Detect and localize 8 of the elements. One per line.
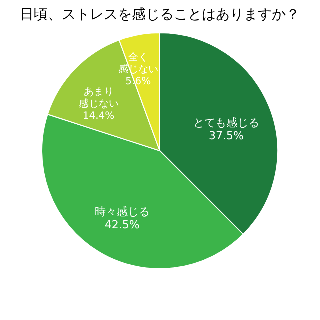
data-label: 37.5% bbox=[209, 129, 244, 142]
slice-label: あまり感じない bbox=[78, 87, 119, 110]
slice-label: 全く感じない bbox=[118, 51, 158, 76]
slice-label: 時々感じる bbox=[94, 205, 150, 218]
data-label: 42.5% bbox=[104, 218, 140, 232]
chart-title: 日頃、ストレスを感じることはありますか？ bbox=[20, 7, 300, 23]
data-label: 14.4% bbox=[82, 111, 115, 122]
slice-label: とても感じる bbox=[194, 116, 260, 130]
